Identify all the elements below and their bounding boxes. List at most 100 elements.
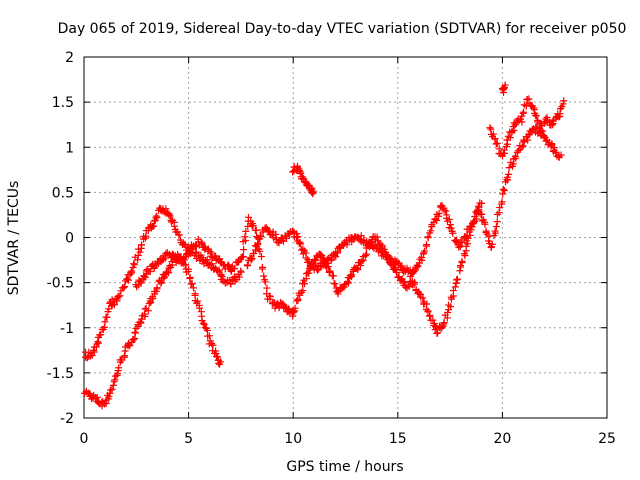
data-point (189, 284, 197, 292)
data-point (377, 240, 385, 248)
y-tick-label: -1 (60, 321, 74, 337)
data-point (430, 319, 438, 327)
data-point (230, 265, 238, 273)
scatter-series-track-2 (81, 204, 245, 362)
data-point (434, 329, 442, 337)
data-point (257, 233, 265, 241)
data-point (557, 151, 565, 159)
data-point (443, 211, 451, 219)
data-point (180, 240, 188, 248)
y-axis-label: SDTVAR / TECUs (6, 181, 22, 296)
data-point (503, 173, 511, 181)
data-point (208, 340, 216, 348)
y-tick-label: 0 (65, 231, 74, 247)
data-point (489, 130, 497, 138)
data-point (199, 319, 207, 327)
data-point (505, 170, 513, 178)
y-tick-label: -2 (60, 411, 74, 427)
chart-title: Day 065 of 2019, Sidereal Day-to-day VTE… (58, 21, 627, 37)
data-point (374, 237, 382, 245)
data-point (515, 146, 523, 154)
y-tick-label: 2 (65, 50, 74, 66)
data-point (499, 185, 507, 193)
data-point (478, 210, 486, 218)
data-point (486, 124, 494, 132)
data-point (186, 273, 194, 281)
data-point (458, 238, 466, 246)
data-point (536, 128, 544, 136)
data-point (85, 389, 93, 397)
data-point (137, 241, 145, 249)
data-point (120, 284, 128, 292)
x-axis-label: GPS time / hours (286, 459, 403, 475)
data-point (495, 209, 503, 217)
data-point (146, 267, 154, 275)
data-point (184, 268, 192, 276)
data-point (511, 152, 519, 160)
data-point (519, 142, 527, 150)
data-point (260, 272, 268, 280)
data-point (518, 143, 526, 151)
data-point (542, 137, 550, 145)
data-point (305, 269, 313, 277)
data-point (262, 224, 270, 232)
data-point (241, 233, 249, 241)
y-tick-label: 1 (65, 140, 74, 156)
data-point (451, 283, 459, 291)
data-point (410, 268, 418, 276)
data-point (500, 146, 508, 154)
data-point (291, 304, 299, 312)
data-point (151, 217, 159, 225)
data-point (258, 265, 266, 273)
data-point (361, 252, 369, 260)
data-point (252, 226, 260, 234)
data-point (113, 297, 121, 305)
data-point (128, 267, 136, 275)
data-point (130, 261, 138, 269)
data-point (289, 168, 297, 176)
data-point (150, 222, 158, 230)
data-point (431, 323, 439, 331)
data-point (218, 273, 226, 281)
data-point (111, 376, 119, 384)
data-point (256, 247, 264, 255)
data-point (248, 255, 256, 263)
data-point (427, 227, 435, 235)
data-point (114, 370, 122, 378)
data-point (419, 294, 427, 302)
data-point (121, 352, 129, 360)
data-point (254, 241, 262, 249)
data-point (300, 280, 308, 288)
data-point (217, 358, 225, 366)
data-point (130, 260, 138, 268)
data-point (524, 136, 532, 144)
x-tick-label: 25 (598, 431, 616, 447)
data-point (433, 216, 441, 224)
data-point (170, 222, 178, 230)
data-point (297, 240, 305, 248)
data-point (106, 389, 114, 397)
data-point (157, 278, 165, 286)
data-point (387, 255, 395, 263)
data-point (478, 199, 486, 207)
data-point (363, 250, 371, 258)
x-tick-label: 15 (389, 431, 407, 447)
data-point (414, 262, 422, 270)
data-point (470, 219, 478, 227)
data-point (242, 237, 250, 245)
data-point (131, 329, 139, 337)
data-point (462, 233, 470, 241)
data-point (354, 266, 362, 274)
data-point (343, 278, 351, 286)
data-point (309, 189, 317, 197)
data-point (107, 386, 115, 394)
data-point (294, 295, 302, 303)
data-point (449, 229, 457, 237)
data-point (108, 385, 116, 393)
data-point (249, 221, 257, 229)
data-point (192, 248, 200, 256)
data-point (493, 210, 501, 218)
data-point (498, 198, 506, 206)
data-point (449, 287, 457, 295)
data-point (424, 234, 432, 242)
